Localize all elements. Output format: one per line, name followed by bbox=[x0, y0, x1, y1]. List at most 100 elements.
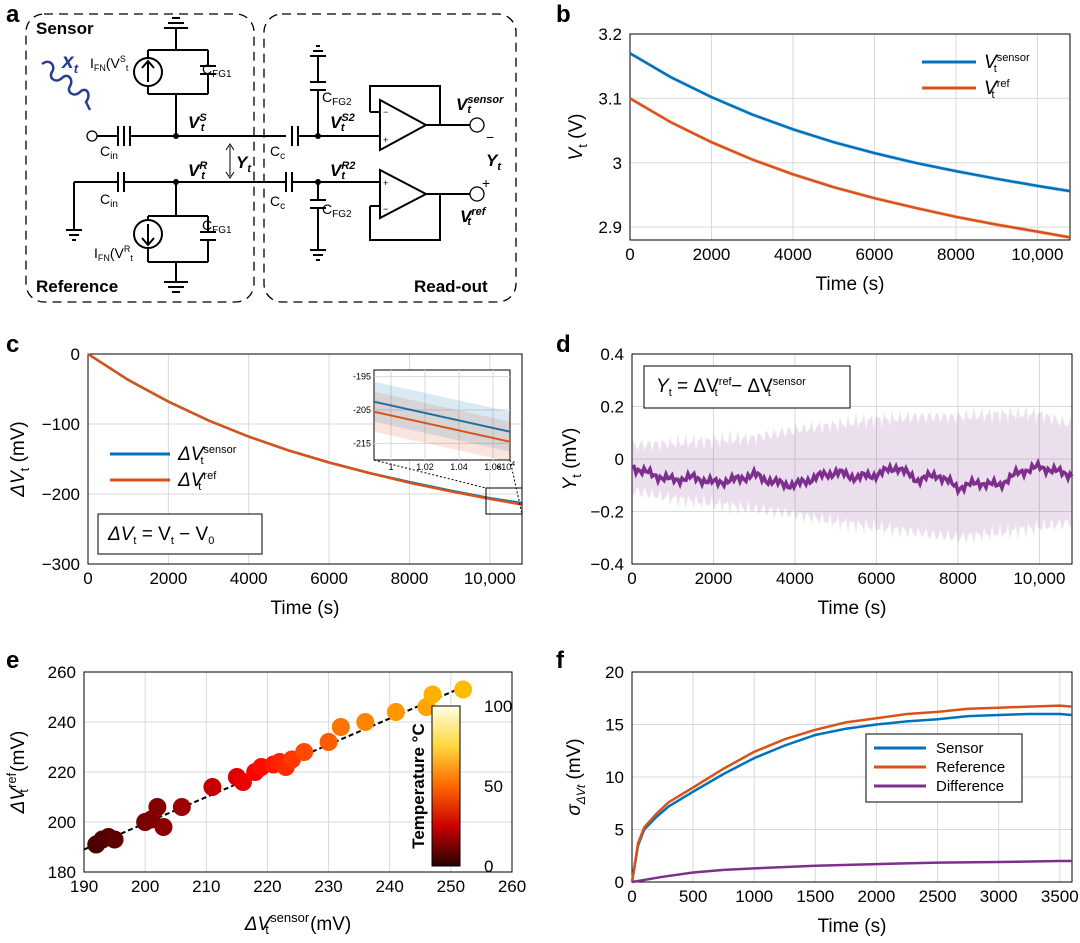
panel-label-f: f bbox=[556, 647, 565, 674]
scatter-point bbox=[319, 733, 338, 751]
equation-box bbox=[643, 365, 851, 409]
cin-bottom-label: Cin bbox=[100, 191, 118, 210]
scatter-point bbox=[172, 798, 191, 816]
x-tick-label: 260 bbox=[498, 877, 526, 896]
legend-label: Reference bbox=[936, 759, 1005, 776]
opamp-reference-icon: +− bbox=[369, 168, 485, 241]
panel-label-e: e bbox=[6, 647, 19, 674]
y-tick-label: 2.9 bbox=[598, 218, 622, 237]
y-tick-label: 220 bbox=[48, 763, 76, 782]
y-tick-label: −0.2 bbox=[590, 503, 624, 522]
x-tick-label: 230 bbox=[314, 877, 342, 896]
x-tick-label: 0 bbox=[627, 887, 636, 906]
x-tick-label: 3500 bbox=[1041, 887, 1079, 906]
scatter-point bbox=[356, 713, 375, 731]
inset-x-tick: 1.02 bbox=[416, 462, 434, 472]
legend-label: Difference bbox=[936, 778, 1004, 795]
chart-b-voltage: 0 2000 4000 6000 8000 10,000 2.9 3 3.1 3.2 Vsensor… bbox=[566, 25, 1071, 295]
chart-f-std: 0 500 1000 1500 2000 2500 3000 3500 0 5 10 15 20 Sens… bbox=[564, 663, 1079, 937]
legend-label: Vsensor t bbox=[984, 52, 1030, 75]
y-tick-label: −0.4 bbox=[590, 555, 624, 574]
x-tick-label: 6000 bbox=[856, 245, 894, 264]
x-tick-label: 2500 bbox=[919, 887, 957, 906]
vsensor-label: Vsensor t bbox=[456, 94, 504, 116]
vr2-label: VR2 t bbox=[330, 160, 355, 182]
y-tick-label: 200 bbox=[48, 813, 76, 832]
input-signal-wave bbox=[41, 60, 92, 111]
inset-x-tick: 1.04 bbox=[450, 462, 468, 472]
x-tick-label: 10,000 bbox=[1011, 245, 1063, 264]
sensor-label: Sensor bbox=[36, 19, 94, 38]
chart-e-scatter: 190 200 210 220 230 240 250 260 180 200 220 240 260 0… bbox=[4, 663, 526, 937]
x-tick-label: 2000 bbox=[858, 887, 896, 906]
inset-line-ref bbox=[373, 410, 511, 443]
series-line-ref bbox=[87, 352, 523, 506]
y-tick-label: −100 bbox=[42, 415, 80, 434]
x-tick-label: 4000 bbox=[230, 569, 268, 588]
cc-top-label: Cc bbox=[270, 143, 285, 162]
scatter-point bbox=[203, 778, 222, 796]
colorbar-label: Temperature °C bbox=[409, 723, 428, 849]
inset-scale-label: ×104 bbox=[496, 461, 515, 472]
reference-branch bbox=[66, 172, 380, 293]
legend-label: ΔVsensor t bbox=[177, 444, 237, 467]
inset-x-tick: 1 bbox=[388, 462, 393, 472]
vr-label: VR t bbox=[188, 160, 207, 182]
circuit-diagram: a Sensor Reference Read-out xt IFN(VSt C… bbox=[6, 1, 517, 303]
zoom-box bbox=[485, 487, 523, 515]
panel-label-c: c bbox=[6, 331, 19, 358]
x-tick-label: 4000 bbox=[774, 245, 812, 264]
series-line-sensor bbox=[630, 712, 1073, 883]
x-tick-label: 8000 bbox=[937, 245, 975, 264]
x-tick-label: 10,000 bbox=[1013, 569, 1065, 588]
x-tick-label: 6000 bbox=[858, 569, 896, 588]
x-tick-label: 2000 bbox=[149, 569, 187, 588]
scatter-point bbox=[233, 773, 252, 791]
scatter-point bbox=[331, 718, 350, 736]
x-tick-label: 10,000 bbox=[464, 569, 516, 588]
inset-y-tick: -205 bbox=[353, 405, 371, 415]
series-line-sensor bbox=[629, 52, 1071, 193]
y-axis-label: Vt (V) bbox=[566, 114, 590, 161]
inset-line-sensor bbox=[373, 400, 511, 433]
svg-text:−: − bbox=[383, 107, 388, 117]
colorbar bbox=[431, 705, 461, 867]
x-axis-label: Time (s) bbox=[816, 274, 885, 295]
series-line-difference bbox=[631, 859, 1072, 884]
y-tick-label: 3.1 bbox=[598, 89, 622, 108]
x-tick-label: 0 bbox=[83, 569, 92, 588]
y-tick-label: 0.2 bbox=[600, 398, 624, 417]
cfg1-top-label: CFG1 bbox=[202, 61, 232, 80]
minus-label: − bbox=[486, 129, 494, 145]
cfg2-bottom-label: CFG2 bbox=[322, 201, 352, 220]
x-tick-label: 8000 bbox=[391, 569, 429, 588]
scatter-point bbox=[295, 743, 314, 761]
series-band bbox=[630, 96, 1070, 240]
cin-top-label: Cin bbox=[100, 143, 118, 162]
y-tick-label: 0.4 bbox=[600, 345, 624, 364]
series-band bbox=[630, 51, 1070, 194]
cc-bottom-label: Cc bbox=[270, 193, 285, 212]
zoom-connector bbox=[373, 459, 487, 489]
x-tick-label: 8000 bbox=[939, 569, 977, 588]
colorbar-tick: 0 bbox=[484, 857, 493, 876]
input-node-icon bbox=[86, 130, 98, 142]
x-tick-label: 210 bbox=[192, 877, 220, 896]
series-line-mean bbox=[631, 457, 1074, 497]
equation-text: Yt = ΔVref t − ΔVsensor t bbox=[656, 376, 806, 399]
cfg1-bottom-label: CFG1 bbox=[202, 217, 232, 236]
readout-box bbox=[263, 13, 517, 303]
panel-label-a: a bbox=[6, 1, 20, 28]
legend-label: ΔVref t bbox=[177, 470, 217, 493]
cfg2-top-label: CFG2 bbox=[322, 89, 352, 108]
x-tick-label: 0 bbox=[627, 569, 636, 588]
readout-label: Read-out bbox=[414, 277, 488, 296]
x-tick-label: 2000 bbox=[695, 569, 733, 588]
x-tick-label: 3000 bbox=[980, 887, 1018, 906]
scatter-point bbox=[454, 680, 473, 699]
colorbar-tick: 100 bbox=[484, 697, 512, 716]
y-tick-label: 240 bbox=[48, 713, 76, 732]
scatter-point bbox=[148, 798, 167, 816]
y-tick-label: 260 bbox=[48, 663, 76, 682]
